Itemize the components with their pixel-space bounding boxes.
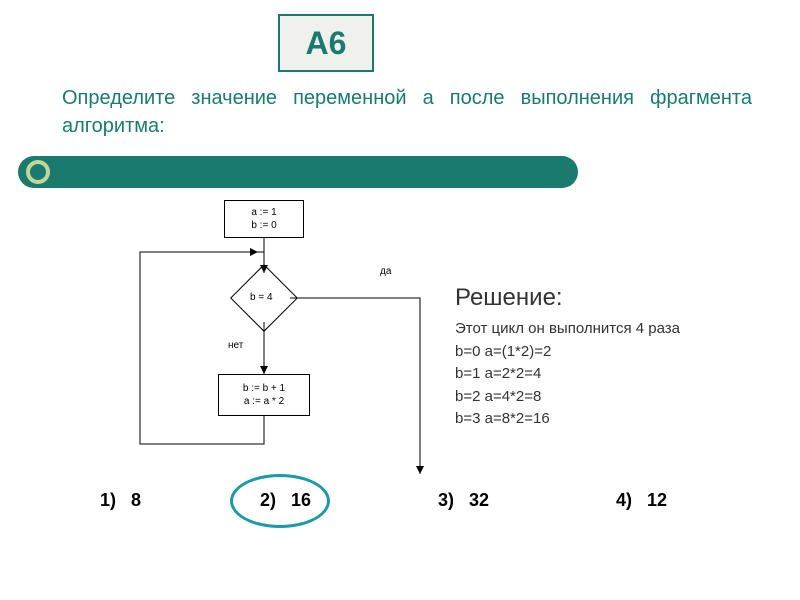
pill-bullet (26, 160, 50, 184)
accent-pill (18, 156, 578, 188)
label-yes: да (380, 266, 391, 277)
header-label: А6 (306, 25, 347, 62)
answer-4: 4) 12 (616, 490, 667, 511)
flow-box-init-line1: a := 1 (251, 206, 276, 219)
flow-box-init-line2: b := 0 (251, 219, 276, 232)
flow-box-body-line1: b := b + 1 (243, 382, 285, 395)
answer-num: 3) (438, 490, 454, 510)
solution-title: Решение: (455, 284, 563, 312)
flow-box-body: b := b + 1 a := a * 2 (218, 374, 310, 416)
answer-val: 12 (647, 490, 667, 510)
task-text: Определите значение переменной a после в… (62, 84, 752, 140)
solution-line: b=2 a=4*2=8 (455, 386, 680, 409)
flow-box-body-line2: a := a * 2 (244, 395, 284, 408)
header-box: А6 (278, 14, 374, 72)
flow-box-init: a := 1 b := 0 (224, 200, 304, 238)
flow-diamond-label: b = 4 (250, 292, 273, 303)
answer-num: 1) (100, 490, 116, 510)
solution-line: b=0 a=(1*2)=2 (455, 341, 680, 364)
answer-1: 1) 8 (100, 490, 141, 511)
answer-val: 32 (469, 490, 489, 510)
label-no: нет (228, 340, 243, 351)
answer-val: 8 (131, 490, 141, 510)
correct-answer-circle (230, 474, 330, 528)
task-text-content: Определите значение переменной a после в… (62, 87, 752, 137)
solution-line: Этот цикл он выполнится 4 раза (455, 318, 680, 341)
answer-num: 4) (616, 490, 632, 510)
solution-line: b=1 a=2*2=4 (455, 363, 680, 386)
solution-body: Этот цикл он выполнится 4 раза b=0 a=(1*… (455, 318, 680, 431)
solution-line: b=3 a=8*2=16 (455, 408, 680, 431)
answer-3: 3) 32 (438, 490, 489, 511)
